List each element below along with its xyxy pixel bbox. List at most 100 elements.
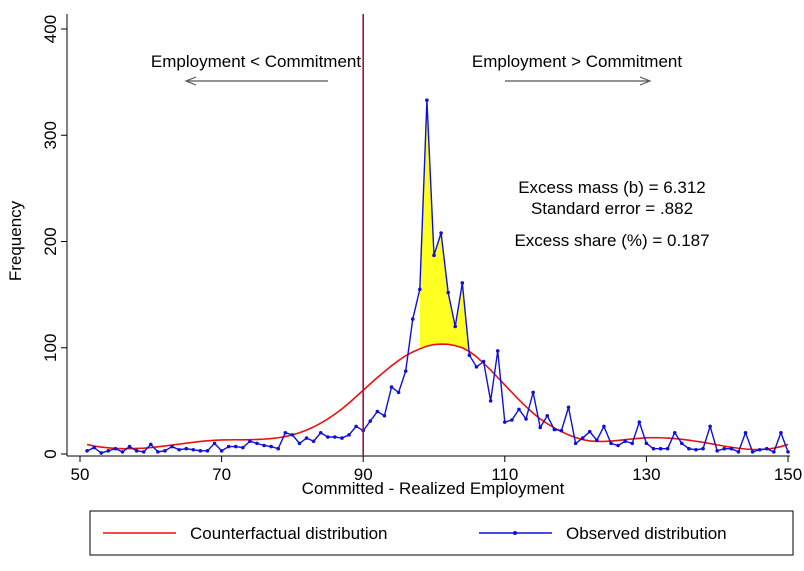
x-tick-label: 70 (212, 465, 231, 484)
legend-label-observed: Observed distribution (566, 524, 727, 543)
observed-point (333, 435, 337, 439)
observed-point (113, 446, 118, 451)
arrow-left-icon (184, 76, 328, 86)
observed-point (106, 449, 111, 453)
observed-point (488, 399, 493, 403)
x-tick-label: 150 (774, 465, 802, 484)
observed-point (255, 441, 259, 446)
observed-point (304, 436, 309, 440)
observed-point (205, 449, 210, 453)
observed-point (503, 420, 507, 424)
observed-point (92, 445, 96, 450)
observed-point (269, 444, 273, 449)
y-tick-label: 0 (41, 449, 60, 458)
observed-point (318, 430, 323, 435)
observed-point (573, 441, 578, 446)
observed-point (524, 417, 528, 421)
observed-line (86, 100, 789, 454)
observed-point (446, 290, 450, 295)
observed-point (559, 428, 564, 433)
observed-point (637, 420, 642, 424)
annotation-right-label: Employment > Commitment (472, 52, 682, 71)
observed-point (630, 441, 635, 446)
observed-point (403, 369, 408, 373)
observed-point (517, 407, 521, 412)
observed-point (226, 444, 231, 449)
observed-point (687, 446, 691, 451)
observed-point (410, 317, 415, 321)
observed-point (163, 449, 167, 453)
observed-point (786, 450, 790, 454)
legend: Counterfactual distribution Observed dis… (89, 510, 794, 556)
y-tick-label: 100 (41, 334, 60, 362)
observed-point (262, 443, 266, 448)
observed-point (779, 430, 783, 435)
observed-point (495, 349, 500, 353)
observed-point (297, 441, 302, 446)
observed-point (729, 446, 734, 451)
counterfactual-line (86, 343, 789, 451)
observed-point (396, 390, 401, 395)
observed-point (531, 390, 535, 395)
observed-point (609, 441, 613, 446)
observed-point (750, 450, 755, 454)
observed-point (191, 447, 196, 452)
stat-excess-share: Excess share (%) = 0.187 (514, 231, 709, 250)
observed-point (658, 446, 663, 451)
observed-point (680, 441, 684, 446)
observed-point (772, 450, 776, 454)
observed-point (85, 449, 89, 453)
observed-point (283, 430, 288, 435)
observed-point (233, 444, 238, 449)
observed-point (326, 435, 330, 439)
observed-point (177, 447, 181, 452)
observed-point (432, 253, 436, 258)
arrow-right-icon (505, 76, 652, 86)
y-axis-label: Frequency (6, 200, 25, 281)
observed-point (276, 446, 281, 451)
observed-series (85, 98, 790, 455)
stat-excess-mass: Excess mass (b) = 6.312 (518, 178, 706, 197)
y-tick-label: 400 (41, 15, 60, 43)
observed-point (757, 447, 762, 452)
observed-point (722, 446, 727, 451)
x-tick-label: 130 (632, 465, 660, 484)
observed-point (248, 439, 252, 444)
observed-point (552, 427, 557, 432)
observed-point (382, 413, 387, 418)
observed-point (290, 433, 295, 437)
annotation-left-label: Employment < Commitment (151, 52, 361, 71)
excess-mass-fill (419, 100, 477, 357)
observed-point (708, 424, 712, 429)
observed-point (545, 413, 550, 418)
observed-point (623, 439, 627, 444)
observed-point (694, 447, 698, 452)
observed-point (538, 425, 542, 430)
observed-point (311, 439, 316, 444)
observed-point (665, 446, 670, 451)
observed-point (453, 324, 458, 329)
observed-point (141, 450, 146, 454)
observed-point (212, 441, 217, 446)
observed-point (602, 424, 606, 429)
y-tick-label: 200 (41, 227, 60, 255)
observed-point (764, 446, 769, 451)
observed-point (743, 430, 748, 435)
observed-point (460, 281, 465, 285)
observed-point (156, 450, 160, 454)
observed-point (127, 444, 132, 449)
observed-point (184, 446, 188, 451)
observed-point (389, 385, 394, 389)
observed-point (715, 449, 719, 453)
observed-point (595, 438, 599, 442)
observed-point (566, 405, 571, 410)
axes: 50 70 90 110 130 150 0 100 200 300 400 (41, 14, 802, 484)
x-axis-label: Committed - Realized Employment (302, 479, 565, 498)
observed-point (651, 446, 656, 451)
observed-point (120, 450, 125, 454)
observed-point (644, 441, 649, 446)
observed-point (340, 436, 344, 440)
excess-mass-area (419, 100, 477, 357)
observed-point (219, 449, 224, 453)
